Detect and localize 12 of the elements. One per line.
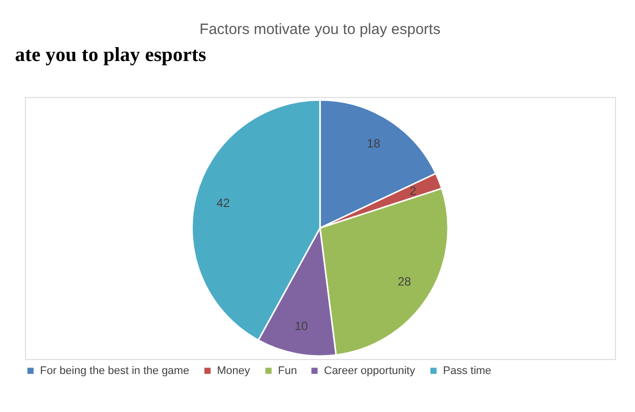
legend-label: Pass time: [443, 364, 492, 377]
chart-title: Factors motivate you to play esports: [200, 21, 440, 38]
legend-label: Career opportunity: [324, 364, 416, 377]
data-label: 42: [216, 196, 230, 210]
data-label: 2: [410, 184, 417, 198]
data-label: 28: [398, 274, 412, 289]
legend-label: Fun: [278, 364, 297, 377]
legend-label: For being the best in the game: [40, 364, 190, 377]
data-label: 10: [294, 319, 308, 334]
text: ate you to play esports: [15, 44, 206, 66]
data-label: 18: [366, 136, 381, 151]
legend-label: Money: [217, 364, 251, 377]
